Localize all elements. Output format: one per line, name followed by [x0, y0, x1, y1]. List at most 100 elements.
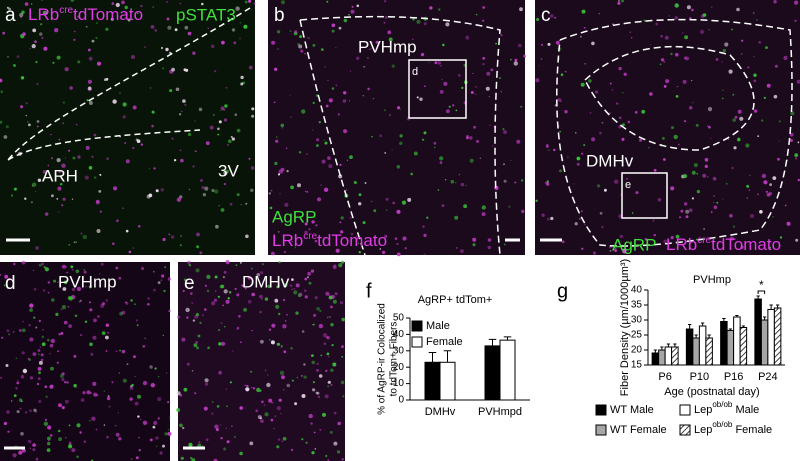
image-texture [134, 375, 136, 377]
image-texture [248, 65, 253, 70]
image-texture [210, 44, 215, 49]
image-texture [553, 148, 556, 152]
image-texture [503, 130, 507, 135]
image-texture [422, 225, 425, 228]
image-texture [259, 310, 262, 314]
image-texture [412, 38, 414, 40]
image-texture [175, 87, 180, 92]
image-texture [277, 438, 281, 441]
image-texture [340, 380, 345, 385]
image-texture [472, 237, 477, 242]
image-texture [133, 355, 136, 359]
image-texture [420, 52, 425, 57]
image-texture [202, 314, 204, 317]
image-texture [157, 281, 161, 284]
image-texture [188, 442, 193, 447]
image-texture [93, 318, 97, 323]
image-texture [458, 173, 461, 176]
image-texture [660, 58, 665, 62]
image-texture [205, 438, 209, 442]
image-texture [275, 304, 280, 309]
image-texture [318, 374, 323, 378]
image-texture [154, 29, 158, 32]
image-texture [327, 459, 330, 461]
image-texture [68, 424, 71, 427]
image-texture [250, 188, 254, 192]
image-texture [58, 333, 61, 336]
image-texture [465, 185, 467, 187]
image-texture [383, 21, 386, 24]
label: pSTAT3 [176, 5, 236, 24]
image-texture [253, 2, 256, 5]
image-texture [0, 376, 2, 379]
image-texture [77, 15, 80, 18]
image-texture [13, 64, 16, 67]
image-texture [72, 269, 74, 271]
image-texture [168, 309, 171, 312]
image-texture [149, 438, 153, 442]
image-texture [663, 239, 667, 244]
image-texture [16, 410, 20, 414]
image-texture [105, 350, 108, 352]
image-texture [240, 341, 242, 344]
image-texture [712, 176, 717, 181]
image-texture [339, 163, 342, 166]
charts: f AgRP+ tdTom+ 0 10 20 30 40 50 % of AgRP-ir Col… [366, 259, 785, 436]
image-texture [783, 55, 788, 61]
image-texture [160, 188, 164, 192]
image-texture [631, 37, 633, 39]
image-texture [278, 169, 283, 174]
image-texture [278, 398, 282, 402]
image-texture [440, 64, 442, 67]
image-texture [349, 155, 353, 160]
image-texture [280, 345, 283, 348]
image-texture [44, 267, 50, 272]
image-texture [379, 134, 383, 138]
image-texture [225, 260, 230, 265]
image-texture [205, 141, 210, 146]
image-texture [140, 143, 144, 146]
image-texture [795, 238, 799, 242]
image-texture [622, 91, 624, 94]
image-texture [702, 173, 707, 178]
image-texture [190, 456, 193, 460]
image-texture [423, 131, 427, 135]
bar [754, 298, 762, 366]
image-texture [341, 458, 344, 461]
image-texture [314, 216, 316, 219]
image-texture [725, 183, 728, 185]
image-texture [541, 213, 545, 217]
image-texture [323, 139, 325, 141]
image-texture [358, 193, 362, 197]
image-texture [290, 116, 292, 118]
image-texture [244, 384, 246, 387]
image-texture [521, 209, 525, 213]
image-texture [479, 157, 481, 159]
image-texture [217, 295, 220, 298]
image-texture [118, 437, 122, 441]
image-texture [682, 32, 684, 34]
image-texture [132, 105, 137, 110]
image-texture [335, 47, 337, 49]
image-texture [16, 381, 20, 385]
image-texture [502, 128, 505, 131]
image-texture [108, 405, 111, 408]
image-texture [670, 52, 673, 56]
image-texture [142, 380, 148, 386]
image-texture [591, 137, 596, 142]
image-texture [251, 107, 255, 111]
image-texture [330, 323, 334, 327]
image-texture [129, 386, 134, 391]
label: LRbcretdTomato [272, 231, 387, 251]
image-texture [301, 109, 306, 114]
image-texture [663, 85, 667, 88]
image-texture [167, 401, 170, 404]
image-texture [144, 46, 147, 49]
x-tick-label: P10 [690, 371, 710, 383]
image-texture [763, 180, 768, 185]
image-texture [214, 189, 219, 194]
image-texture [314, 448, 317, 450]
image-texture [100, 303, 105, 308]
image-texture [549, 14, 554, 18]
image-texture [180, 456, 184, 460]
